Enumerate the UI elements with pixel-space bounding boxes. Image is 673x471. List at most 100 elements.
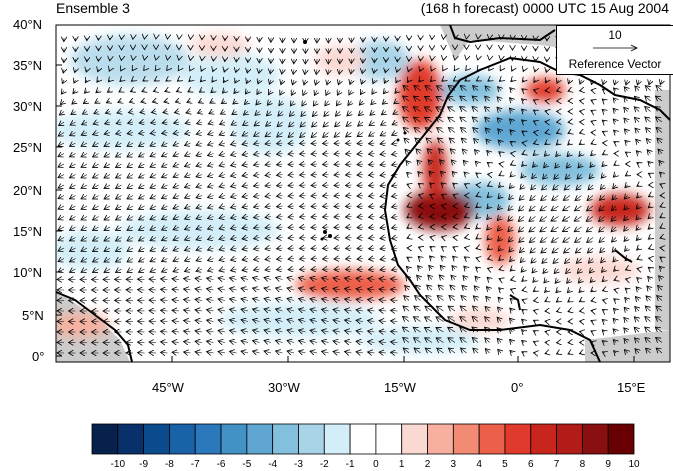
wind-vector xyxy=(313,101,317,106)
wind-vector xyxy=(247,70,248,73)
wind-vector xyxy=(369,196,375,197)
wind-vector xyxy=(288,175,295,176)
wind-vector xyxy=(612,196,616,200)
wind-vector xyxy=(449,138,456,143)
wind-vector xyxy=(129,101,133,102)
wind-vector xyxy=(311,206,318,207)
colorbar-tick-label: -5 xyxy=(242,459,252,470)
wind-vector xyxy=(265,133,272,137)
wind-vector xyxy=(81,227,88,230)
wind-vector xyxy=(105,112,110,114)
wind-vector xyxy=(93,185,99,188)
wind-vector xyxy=(551,227,559,232)
lat-label-35n: 35°N xyxy=(13,58,43,73)
wind-vector xyxy=(369,185,375,186)
wind-vector xyxy=(603,80,605,85)
wind-vector xyxy=(208,217,214,219)
wind-vector xyxy=(648,161,651,164)
wind-vector xyxy=(648,206,650,208)
wind-vector xyxy=(415,138,421,143)
wind-vector xyxy=(602,89,604,90)
wind-vector xyxy=(254,206,260,207)
colorbar-swatch xyxy=(298,423,325,455)
wind-vector xyxy=(413,107,421,112)
wind-vector xyxy=(404,138,409,143)
wind-vector xyxy=(564,185,571,190)
wind-vector xyxy=(105,122,110,124)
wind-vector xyxy=(127,217,134,220)
anomaly-shading xyxy=(56,25,670,362)
wind-vector xyxy=(568,143,570,145)
wind-vector xyxy=(357,133,364,137)
wind-vector xyxy=(613,88,616,91)
wind-vector xyxy=(173,133,180,134)
wind-vector xyxy=(117,112,122,113)
wind-vector xyxy=(637,80,639,85)
wind-vector xyxy=(219,133,226,136)
wind-vector xyxy=(625,140,628,143)
wind-vector xyxy=(346,154,352,155)
lat-label-10n: 10°N xyxy=(13,265,43,280)
wind-vector xyxy=(440,160,444,164)
colorbar-tick-label: 8 xyxy=(579,459,586,470)
wind-vector xyxy=(624,206,628,210)
wind-vector xyxy=(277,196,283,197)
wind-vector xyxy=(657,138,662,143)
wind-vector xyxy=(530,196,536,201)
wind-vector xyxy=(523,70,524,72)
wind-vector xyxy=(346,206,352,207)
wind-vector xyxy=(150,143,157,146)
wind-vector xyxy=(613,119,616,122)
wind-vector xyxy=(173,175,180,178)
wind-vector xyxy=(60,101,64,105)
wind-vector xyxy=(552,196,559,201)
wind-vector xyxy=(437,128,444,133)
wind-vector xyxy=(380,185,387,186)
wind-vector xyxy=(196,133,203,135)
wind-vector xyxy=(535,70,536,72)
wind-vector xyxy=(116,217,122,220)
wind-vector xyxy=(98,70,99,72)
wind-vector xyxy=(430,194,432,195)
wind-vector xyxy=(325,101,329,106)
wind-vector xyxy=(533,143,535,144)
wind-vector xyxy=(407,206,409,207)
wind-vector xyxy=(242,196,249,197)
wind-vector xyxy=(403,86,410,91)
wind-vector xyxy=(162,143,168,146)
wind-vector xyxy=(73,91,76,94)
wind-vector xyxy=(357,154,364,155)
wind-vector xyxy=(130,91,133,92)
wind-vector xyxy=(511,80,513,82)
wind-vector xyxy=(72,101,76,104)
wind-vector xyxy=(372,91,375,95)
wind-vector xyxy=(139,206,145,209)
wind-vector xyxy=(278,112,283,117)
wind-vector xyxy=(189,80,191,81)
wind-vector xyxy=(254,143,260,144)
wind-vector xyxy=(441,183,443,185)
wind-vector xyxy=(346,143,352,144)
wind-vector xyxy=(165,91,168,92)
wind-vector xyxy=(380,154,387,155)
wind-vector xyxy=(265,164,272,165)
wind-vector xyxy=(219,206,226,208)
wind-vector xyxy=(427,149,432,154)
wind-vector xyxy=(328,70,329,75)
wind-vector xyxy=(624,196,627,200)
wind-vector xyxy=(475,161,478,164)
wind-vector xyxy=(300,227,306,228)
wind-vector xyxy=(335,122,340,127)
wind-vector xyxy=(222,91,225,94)
wind-vector xyxy=(162,154,168,157)
wind-vector xyxy=(327,80,329,85)
wind-vector xyxy=(153,91,156,92)
wind-vector xyxy=(224,70,225,73)
wind-vector xyxy=(302,101,306,106)
wind-vector xyxy=(70,185,76,188)
wind-vector xyxy=(508,206,512,211)
wind-vector xyxy=(196,227,203,229)
wind-vector xyxy=(346,185,352,186)
wind-vector xyxy=(448,96,456,101)
wind-vector xyxy=(460,128,467,133)
